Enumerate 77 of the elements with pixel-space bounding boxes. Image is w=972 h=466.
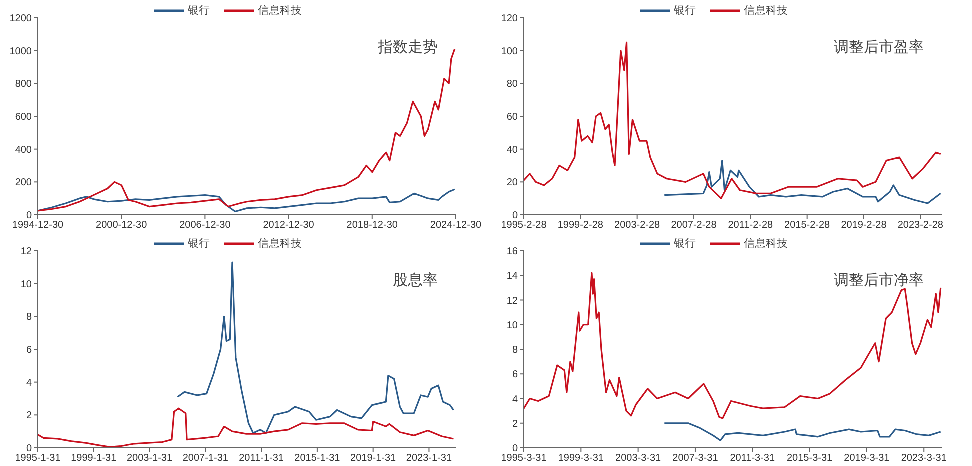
legend-label: 信息科技 — [744, 4, 788, 18]
y-tick-label: 12 — [20, 246, 32, 258]
y-tick-label: 600 — [15, 112, 32, 124]
x-tick-label: 2003-1-31 — [126, 453, 174, 464]
x-tick-label: 1999-2-28 — [558, 220, 604, 232]
x-tick-label: 2006-12-30 — [180, 220, 232, 232]
x-tick-label: 2012-12-30 — [263, 220, 315, 232]
text: 股息率 — [393, 271, 438, 290]
y-tick-label: 8 — [26, 312, 32, 324]
x-tick-label: 1995-2-28 — [501, 220, 548, 232]
line-series — [176, 262, 455, 434]
x-tick-label: 2019-1-31 — [350, 453, 397, 464]
legend-label: 银行 — [188, 237, 210, 251]
y-tick-label: 6 — [512, 370, 518, 381]
legend-label: 银行 — [674, 4, 696, 18]
x-tick-label: 1995-3-31 — [501, 453, 548, 464]
x-tick-label: 1994-12-30 — [12, 220, 64, 232]
y-tick-label: 80 — [506, 79, 518, 90]
x-tick-label: 1999-1-31 — [71, 453, 118, 464]
x-tick-label: 2011-3-31 — [730, 453, 776, 464]
y-tick-label: 10 — [20, 279, 32, 290]
x-tick-label: 2018-12-30 — [346, 220, 398, 232]
y-tick-label: 0 — [512, 210, 518, 222]
x-tick-label: 2024-12-30 — [430, 220, 482, 232]
x-tick-label: 2000-12-30 — [96, 220, 148, 232]
y-tick-label: 120 — [501, 14, 518, 25]
y-tick-label: 12 — [506, 296, 518, 307]
y-tick-label: 40 — [506, 144, 518, 156]
line-series — [664, 422, 942, 442]
y-tick-label: 800 — [15, 79, 32, 90]
y-tick-label: 0 — [26, 210, 32, 222]
x-tick-label: 2019-2-28 — [841, 220, 888, 232]
x-tick-label: 2007-2-28 — [671, 220, 718, 232]
y-tick-label: 2 — [512, 418, 518, 430]
y-tick-label: 200 — [15, 178, 32, 189]
x-tick-label: 2015-3-31 — [787, 453, 834, 464]
y-tick-label: 16 — [506, 246, 518, 258]
text: 调整后市净率 — [834, 271, 924, 290]
y-tick-label: 0 — [512, 444, 518, 455]
legend-label: 信息科技 — [258, 4, 302, 18]
y-tick-label: 14 — [506, 271, 518, 282]
x-tick-label: 2003-3-31 — [616, 453, 662, 464]
y-tick-label: 100 — [501, 46, 518, 58]
y-tick-label: 400 — [15, 144, 32, 156]
x-tick-label: 2015-2-28 — [784, 220, 831, 232]
legend-label: 信息科技 — [744, 237, 788, 251]
y-tick-label: 10 — [506, 320, 518, 332]
y-tick-label: 20 — [506, 178, 518, 189]
x-tick-label: 2003-2-28 — [614, 220, 661, 232]
x-tick-label: 2015-1-31 — [294, 453, 341, 464]
text: 指数走势 — [378, 38, 438, 57]
line-series — [38, 188, 456, 213]
y-tick-label: 4 — [512, 394, 518, 406]
legend-label: 银行 — [674, 237, 696, 251]
x-tick-label: 2023-2-28 — [898, 220, 944, 232]
x-tick-label: 2011-2-28 — [728, 220, 774, 232]
line-series — [524, 272, 942, 420]
x-tick-label: 2007-1-31 — [182, 453, 229, 464]
line-series — [664, 160, 942, 204]
x-tick-label: 1995-1-31 — [15, 453, 62, 464]
x-tick-label: 2011-1-31 — [239, 453, 284, 464]
y-tick-label: 6 — [26, 345, 32, 356]
y-tick-label: 0 — [26, 444, 32, 455]
x-tick-label: 2019-3-31 — [844, 453, 890, 464]
y-tick-label: 2 — [26, 410, 32, 422]
x-tick-label: 2023-1-31 — [406, 453, 452, 464]
x-tick-label: 2007-3-31 — [672, 453, 719, 464]
y-tick-label: 1200 — [10, 14, 32, 25]
y-tick-label: 1000 — [10, 46, 32, 58]
y-tick-label: 8 — [512, 345, 518, 356]
legend-label: 信息科技 — [258, 237, 302, 251]
legend-label: 银行 — [188, 4, 210, 18]
y-tick-label: 4 — [26, 378, 32, 389]
x-tick-label: 1999-3-31 — [558, 453, 604, 464]
text: 调整后市盈率 — [834, 38, 924, 57]
y-tick-label: 60 — [506, 112, 518, 124]
x-tick-label: 2023-3-31 — [901, 453, 948, 464]
